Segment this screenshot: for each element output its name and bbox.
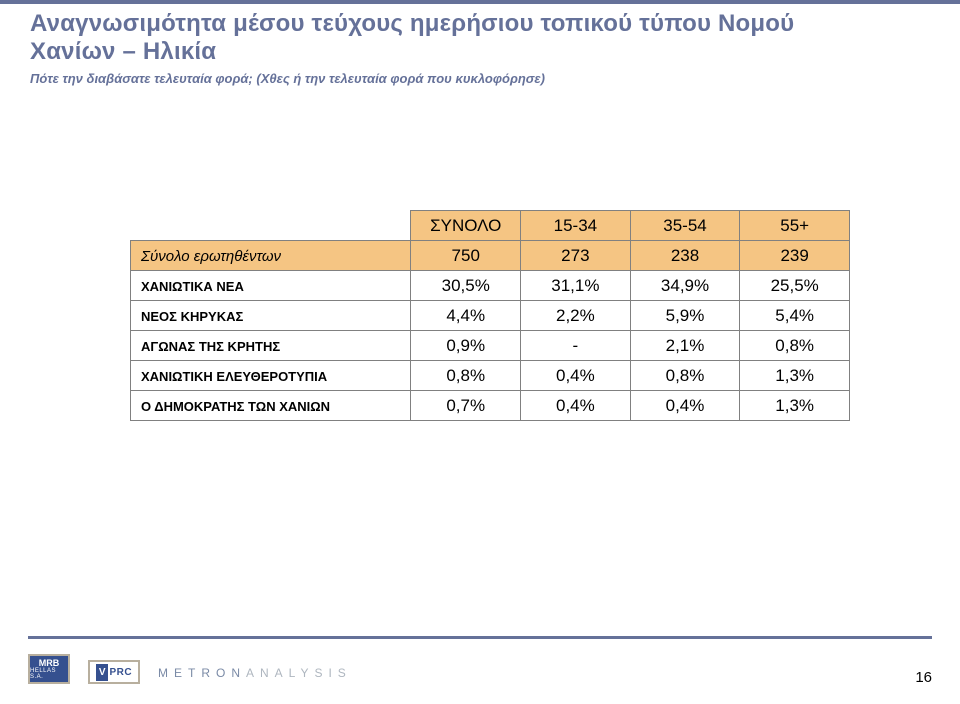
page-title: Αναγνωσιμότητα μέσου τεύχους ημερήσιου τ… xyxy=(30,10,932,67)
table-body: Σύνολο ερωτηθέντων 750 273 238 239 ΧΑΝΙΩ… xyxy=(131,241,850,421)
table-row: ΧΑΝΙΩΤΙΚΑ ΝΕΑ 30,5% 31,1% 34,9% 25,5% xyxy=(131,271,850,301)
data-table: ΣΥΝΟΛΟ 15-34 35-54 55+ Σύνολο ερωτηθέντω… xyxy=(130,210,850,421)
table-cell: 0,8% xyxy=(630,361,740,391)
row-label: ΧΑΝΙΩΤΙΚΑ ΝΕΑ xyxy=(131,271,411,301)
vprc-logo-icon: VPRC xyxy=(88,660,140,684)
table-cell: 0,4% xyxy=(630,391,740,421)
table-cell: 0,7% xyxy=(411,391,521,421)
mrb-logo-sub: HELLAS S.A. xyxy=(30,668,68,680)
table-cell: 5,4% xyxy=(740,301,850,331)
table-cell: 273 xyxy=(521,241,631,271)
page-footer: MRB HELLAS S.A. VPRC METRONANALYSIS 16 xyxy=(28,636,932,686)
page-number: 16 xyxy=(915,669,932,686)
table-header-cell: ΣΥΝΟΛΟ xyxy=(411,211,521,241)
table-row: ΑΓΩΝΑΣ ΤΗΣ ΚΡΗΤΗΣ 0,9% - 2,1% 0,8% xyxy=(131,331,850,361)
vprc-logo-rest: PRC xyxy=(108,667,133,678)
mrb-logo-icon: MRB HELLAS S.A. xyxy=(28,654,70,684)
table-header-cell: 35-54 xyxy=(630,211,740,241)
table-cell: 2,1% xyxy=(630,331,740,361)
table-cell: 0,9% xyxy=(411,331,521,361)
row-label: ΑΓΩΝΑΣ ΤΗΣ ΚΡΗΤΗΣ xyxy=(131,331,411,361)
table-cell: 0,4% xyxy=(521,391,631,421)
table-header-cell: 55+ xyxy=(740,211,850,241)
vprc-logo-v: V xyxy=(96,664,108,681)
table-cell: 750 xyxy=(411,241,521,271)
page-header: Αναγνωσιμότητα μέσου τεύχους ημερήσιου τ… xyxy=(0,0,960,88)
table-row: Ο ΔΗΜΟΚΡΑΤΗΣ ΤΩΝ ΧΑΝΙΩΝ 0,7% 0,4% 0,4% 1… xyxy=(131,391,850,421)
footer-logos: MRB HELLAS S.A. VPRC METRONANALYSIS xyxy=(28,654,352,684)
table-cell: 4,4% xyxy=(411,301,521,331)
table-cell: 239 xyxy=(740,241,850,271)
table-cell: 2,2% xyxy=(521,301,631,331)
table-cell: 0,8% xyxy=(740,331,850,361)
title-line1: Αναγνωσιμότητα μέσου τεύχους ημερήσιου τ… xyxy=(30,10,794,37)
row-label: ΧΑΝΙΩΤΙΚΗ ΕΛΕΥΘΕΡΟΤΥΠΙΑ xyxy=(131,361,411,391)
table-header-row: ΣΥΝΟΛΟ 15-34 35-54 55+ xyxy=(131,211,850,241)
metron-logo-left: METRON xyxy=(158,666,246,680)
row-label: Σύνολο ερωτηθέντων xyxy=(131,241,411,271)
metron-logo-icon: METRONANALYSIS xyxy=(158,666,352,684)
table-cell: 0,4% xyxy=(521,361,631,391)
metron-logo-right: ANALYSIS xyxy=(246,666,352,680)
table-cell: 34,9% xyxy=(630,271,740,301)
table-header-blank xyxy=(131,211,411,241)
table-cell: 0,8% xyxy=(411,361,521,391)
data-table-container: ΣΥΝΟΛΟ 15-34 35-54 55+ Σύνολο ερωτηθέντω… xyxy=(130,210,850,421)
table-cell: - xyxy=(521,331,631,361)
table-cell: 5,9% xyxy=(630,301,740,331)
page-subtitle: Πότε την διαβάσατε τελευταία φορά; (Χθες… xyxy=(30,71,932,86)
table-header-cell: 15-34 xyxy=(521,211,631,241)
table-row: ΝΕΟΣ ΚΗΡΥΚΑΣ 4,4% 2,2% 5,9% 5,4% xyxy=(131,301,850,331)
table-head: ΣΥΝΟΛΟ 15-34 35-54 55+ xyxy=(131,211,850,241)
table-cell: 25,5% xyxy=(740,271,850,301)
table-cell: 1,3% xyxy=(740,391,850,421)
table-cell: 1,3% xyxy=(740,361,850,391)
table-cell: 238 xyxy=(630,241,740,271)
row-label: ΝΕΟΣ ΚΗΡΥΚΑΣ xyxy=(131,301,411,331)
table-cell: 31,1% xyxy=(521,271,631,301)
mrb-logo-main: MRB xyxy=(39,659,60,668)
table-row: ΧΑΝΙΩΤΙΚΗ ΕΛΕΥΘΕΡΟΤΥΠΙΑ 0,8% 0,4% 0,8% 1… xyxy=(131,361,850,391)
title-line2: Χανίων – Ηλικία xyxy=(30,38,216,65)
row-label: Ο ΔΗΜΟΚΡΑΤΗΣ ΤΩΝ ΧΑΝΙΩΝ xyxy=(131,391,411,421)
table-cell: 30,5% xyxy=(411,271,521,301)
table-row: Σύνολο ερωτηθέντων 750 273 238 239 xyxy=(131,241,850,271)
